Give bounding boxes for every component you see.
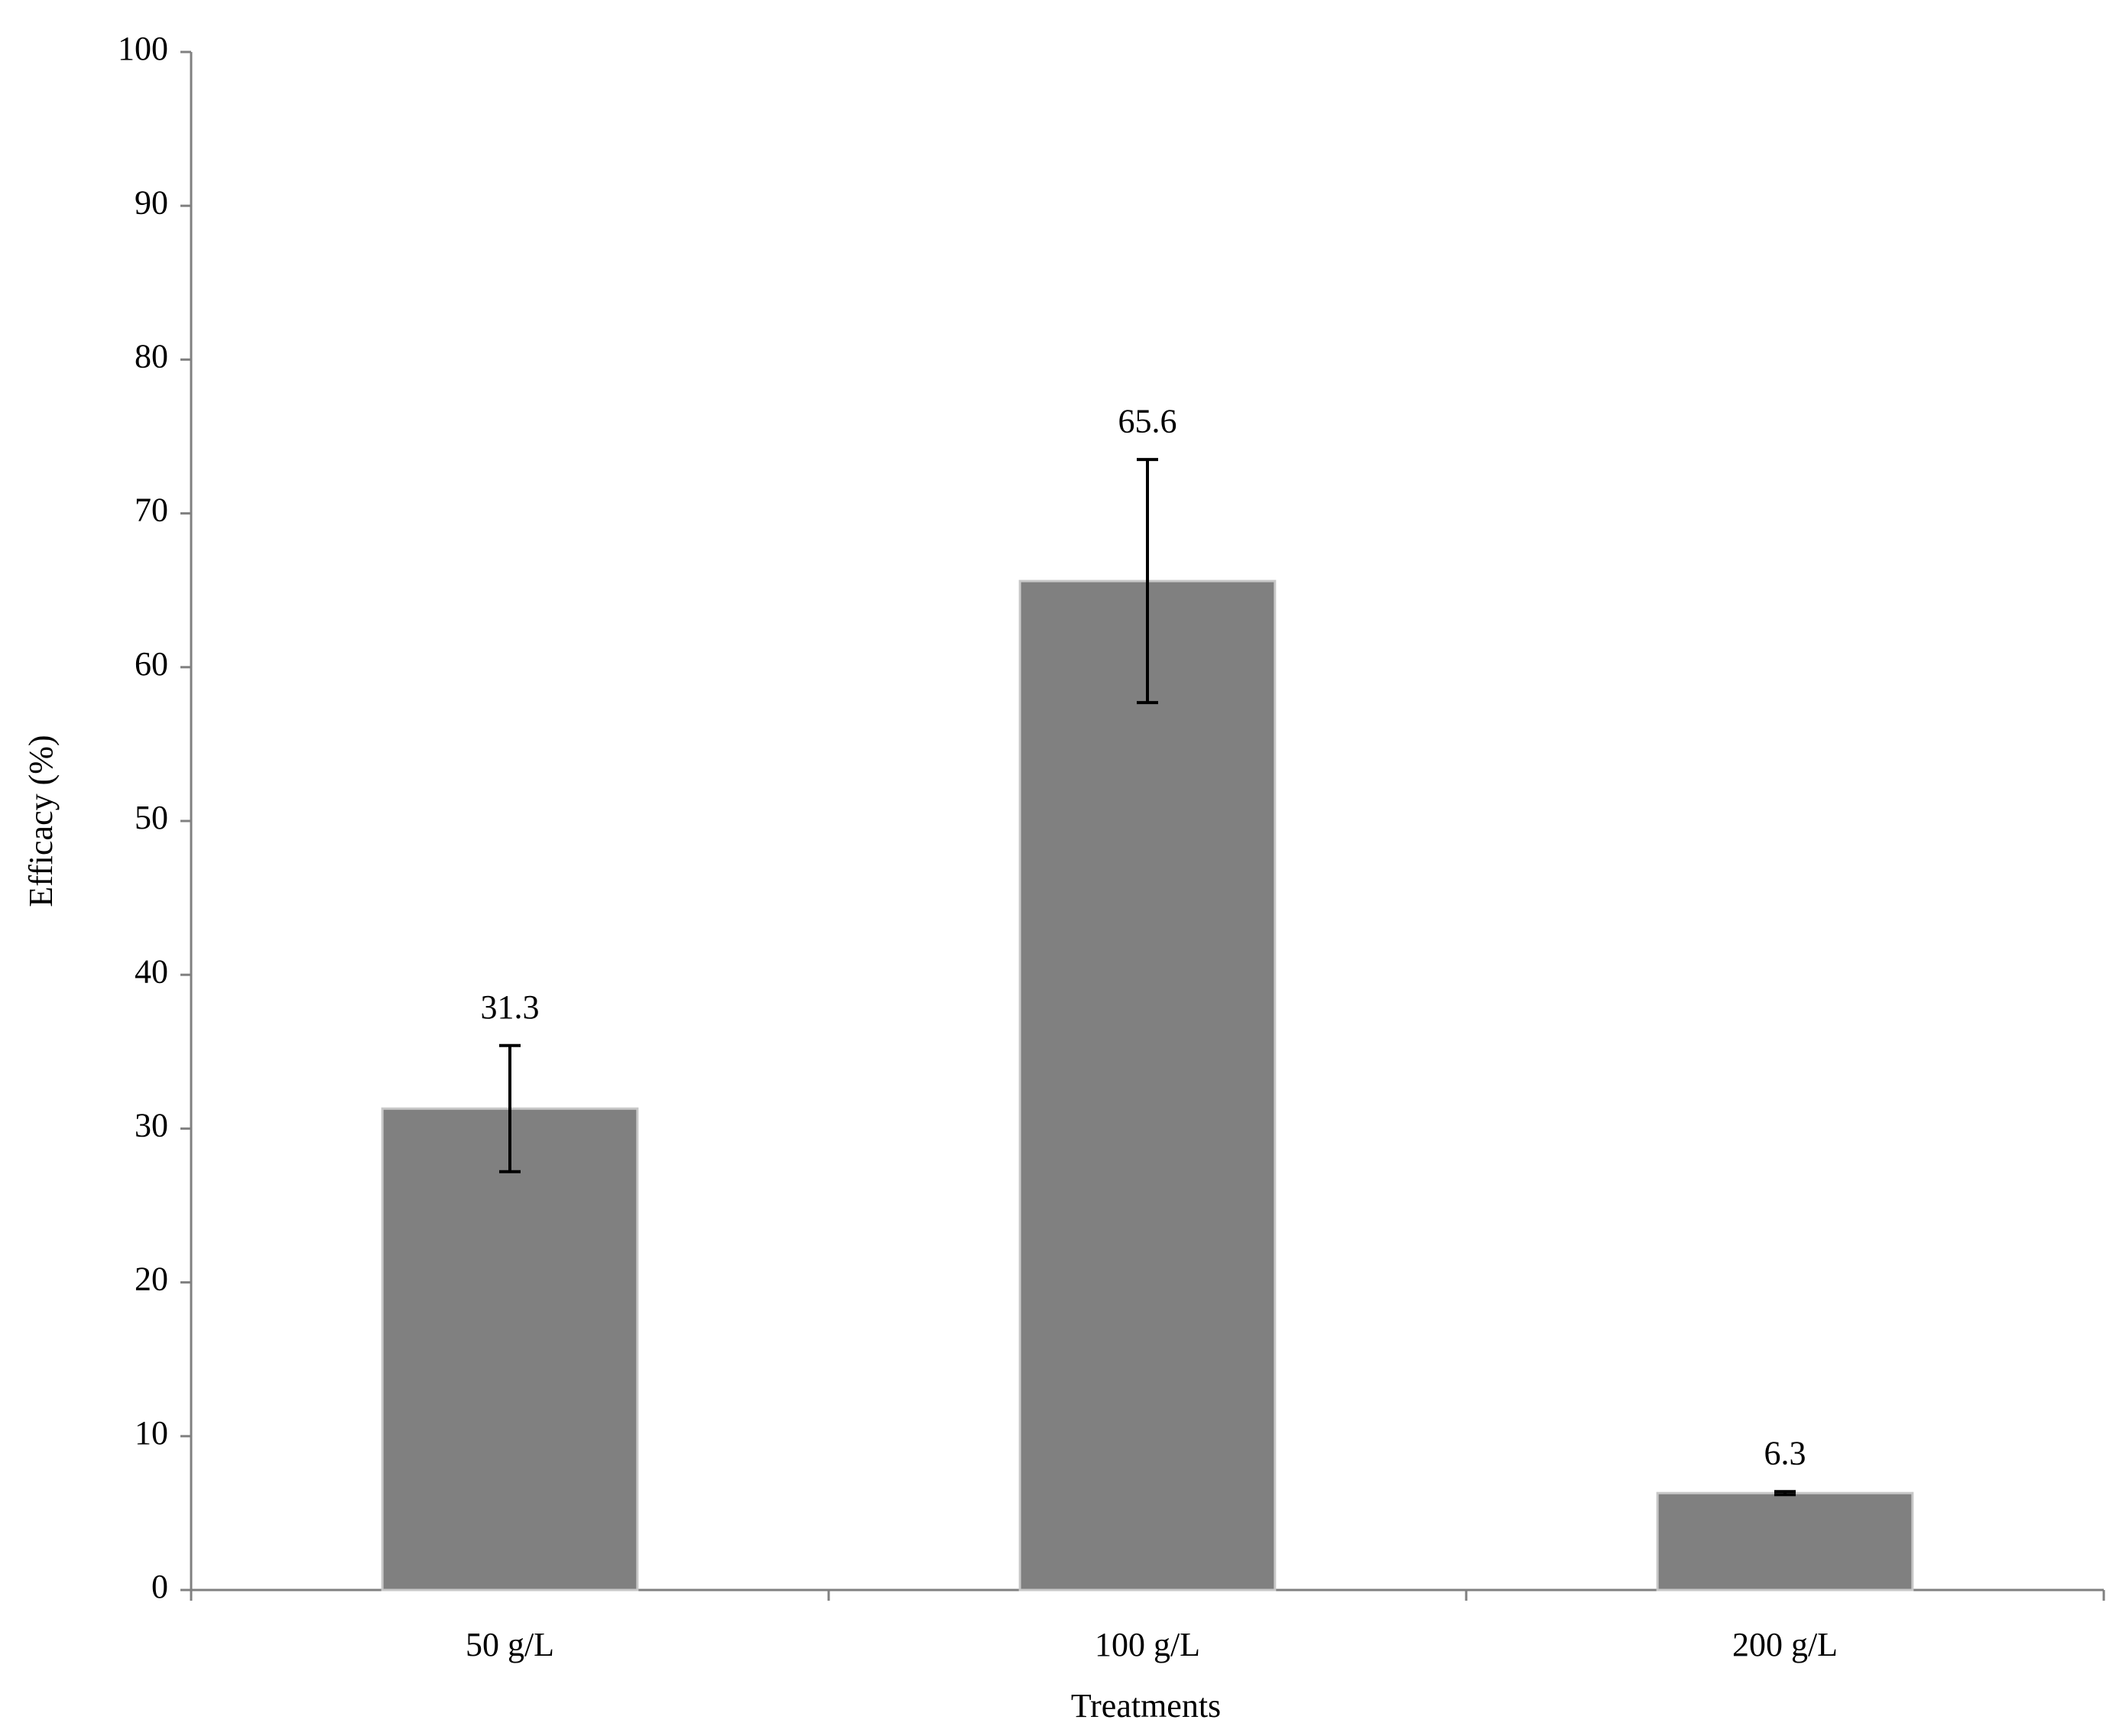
data-label: 31.3 <box>481 988 540 1026</box>
y-tick-label: 50 <box>135 799 168 836</box>
y-tick-label: 0 <box>151 1568 168 1605</box>
error-bar <box>499 1043 521 1173</box>
y-tick-label: 20 <box>135 1261 168 1298</box>
data-label: 65.6 <box>1118 402 1177 440</box>
error-bar <box>1137 458 1158 705</box>
x-tick-label: 100 g/L <box>1095 1626 1200 1663</box>
y-tick-label: 70 <box>135 492 168 529</box>
bar <box>1656 1491 1914 1592</box>
y-tick-label: 10 <box>135 1414 168 1452</box>
x-tick-label: 200 g/L <box>1732 1626 1838 1663</box>
y-tick-label: 80 <box>135 337 168 375</box>
y-tick-label: 90 <box>135 183 168 221</box>
x-tick-label: 50 g/L <box>466 1626 554 1663</box>
y-tick-label: 40 <box>135 952 168 990</box>
bar <box>1018 579 1277 1592</box>
data-label: 6.3 <box>1764 1434 1806 1472</box>
x-axis-title: Treatments <box>1071 1687 1221 1725</box>
error-bar <box>1774 1490 1796 1497</box>
y-axis-title: Efficacy (%) <box>22 735 60 907</box>
bar <box>381 1107 639 1592</box>
y-tick-label: 30 <box>135 1106 168 1144</box>
y-tick-label: 100 <box>118 30 168 67</box>
y-tick-label: 60 <box>135 645 168 683</box>
